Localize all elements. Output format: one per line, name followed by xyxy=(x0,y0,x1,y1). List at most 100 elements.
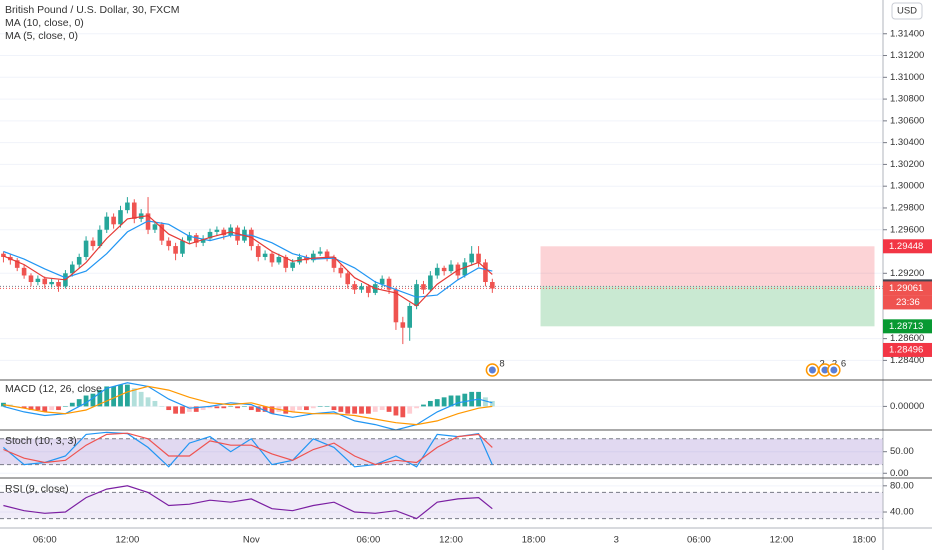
event-flag xyxy=(830,366,838,374)
candle-body xyxy=(276,256,282,263)
histogram-bar xyxy=(145,397,151,407)
y-tick-label: 1.31200 xyxy=(890,50,924,61)
y-tick-label: 1.31000 xyxy=(890,72,924,83)
x-tick-label: 18:00 xyxy=(522,535,546,546)
x-tick-label: 12:00 xyxy=(770,535,794,546)
candle-body xyxy=(366,286,371,293)
histogram-bar xyxy=(359,406,364,414)
candle-body xyxy=(1,253,6,257)
histogram-bar xyxy=(386,406,392,412)
price-badge-label: 1.29061 xyxy=(889,283,923,294)
histogram-bar xyxy=(159,406,165,407)
histogram-bar xyxy=(200,406,206,411)
histogram-bar xyxy=(228,406,234,407)
histogram-bar xyxy=(28,406,34,411)
candle-body xyxy=(345,273,351,285)
histogram-bar xyxy=(352,406,358,414)
candle-body xyxy=(331,256,337,268)
histogram-bar xyxy=(76,399,82,407)
candle-body xyxy=(207,231,213,239)
x-tick-label: 12:00 xyxy=(439,535,463,546)
currency-button[interactable] xyxy=(891,2,923,20)
event-flag xyxy=(488,366,496,374)
event-count: 6 xyxy=(841,359,846,370)
candle-body xyxy=(187,235,192,241)
candle-body xyxy=(131,202,137,219)
chart-title: British Pound / U.S. Dollar, 30, FXCM xyxy=(5,4,179,16)
candle-body xyxy=(428,275,433,290)
histogram-bar xyxy=(469,391,475,407)
histogram-bar xyxy=(379,406,385,411)
histogram-bar xyxy=(297,406,302,411)
candle-body xyxy=(193,235,199,243)
candle-body xyxy=(111,216,116,225)
indicator-line xyxy=(3,220,493,298)
histogram-bar xyxy=(166,406,172,411)
x-tick-label: 18:00 xyxy=(852,535,876,546)
indicator-line xyxy=(3,214,493,307)
candle-body xyxy=(35,278,41,283)
x-tick-label: 06:00 xyxy=(687,535,711,546)
event-count: 8 xyxy=(499,359,504,370)
histogram-bar xyxy=(324,406,330,407)
indicator-line xyxy=(3,485,493,520)
candle-body xyxy=(386,278,392,290)
candle-body xyxy=(462,262,468,276)
y-tick-label: 1.29600 xyxy=(890,224,924,235)
histogram-bar xyxy=(235,406,240,409)
currency-label[interactable]: USD xyxy=(897,6,917,17)
histogram-bar xyxy=(372,406,378,412)
candle-body xyxy=(311,253,316,261)
histogram-bar xyxy=(111,386,117,407)
y-tick-label: 1.29200 xyxy=(890,268,924,279)
candle-body xyxy=(152,224,158,230)
legend-entry: MA (10, close, 0) xyxy=(5,17,84,29)
price-badge xyxy=(883,281,932,296)
histogram-bar xyxy=(83,395,89,407)
candle-body xyxy=(200,238,206,243)
candle-body xyxy=(262,253,268,257)
histogram-bar xyxy=(186,406,192,412)
candle-body xyxy=(448,264,454,272)
x-tick-label: 06:00 xyxy=(356,535,380,546)
legend-entry: MA (5, close, 0) xyxy=(5,30,78,42)
plot xyxy=(0,197,883,520)
histogram-bar xyxy=(42,406,48,412)
histogram-bar xyxy=(393,406,399,416)
histogram-bar xyxy=(489,400,495,407)
candle-body xyxy=(28,275,34,283)
price-badge xyxy=(883,342,932,357)
candle-body xyxy=(434,267,440,276)
candle-body xyxy=(118,210,123,225)
candle-body xyxy=(414,284,419,306)
candle-body xyxy=(421,284,426,290)
candle-body xyxy=(490,282,495,289)
price-badge-label: 1.28496 xyxy=(889,344,923,355)
x-tick-label: Nov xyxy=(243,535,260,546)
price-badge-label: 1.29448 xyxy=(889,241,923,252)
y-tick-label: 1.30200 xyxy=(890,159,924,170)
candle-body xyxy=(255,246,261,257)
histogram-bar xyxy=(255,406,261,412)
candle-body xyxy=(483,262,488,283)
y-tick-label: 1.30000 xyxy=(890,181,924,192)
pane-title: Stoch (10, 3, 3) xyxy=(5,435,77,447)
histogram-bar xyxy=(365,406,371,414)
y-tick-label: 1.28600 xyxy=(890,333,924,344)
histogram-bar xyxy=(21,406,27,409)
histogram-bar xyxy=(90,393,96,407)
histogram-bar xyxy=(310,406,316,409)
histogram-bar xyxy=(345,406,351,414)
y-tick-label: 1.29800 xyxy=(890,202,924,213)
x-tick-label: 12:00 xyxy=(115,535,139,546)
band-fill xyxy=(0,438,883,465)
candle-body xyxy=(407,305,413,328)
histogram-bar xyxy=(290,406,296,412)
candle-body xyxy=(21,267,27,276)
candle-body xyxy=(83,240,89,257)
histogram-bar xyxy=(331,406,337,411)
histogram-bar xyxy=(338,406,344,412)
histogram-bar xyxy=(427,400,433,407)
